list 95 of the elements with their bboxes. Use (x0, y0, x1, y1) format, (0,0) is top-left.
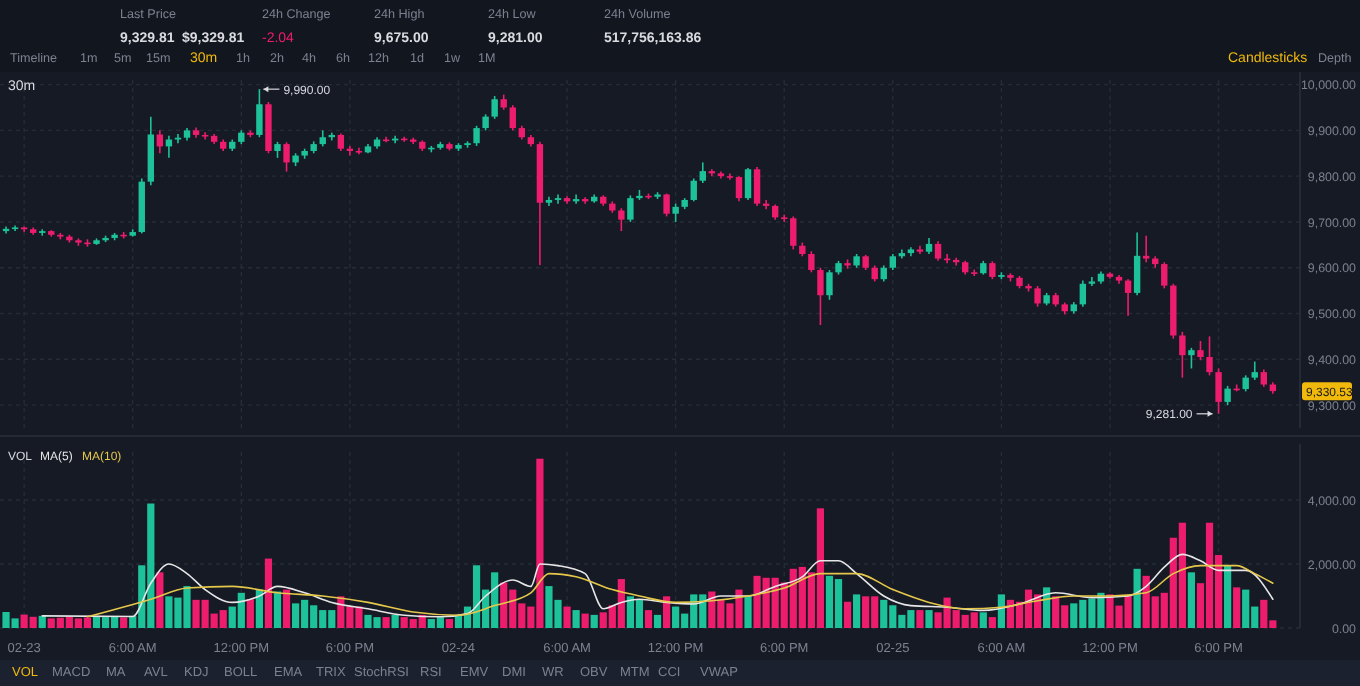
bar (29, 616, 37, 628)
bar (572, 610, 580, 628)
bar (92, 616, 101, 628)
bar (1070, 603, 1078, 628)
candlestick (1034, 285, 1041, 308)
bar (653, 614, 662, 628)
bar (1242, 589, 1250, 628)
bar (264, 558, 273, 628)
bar (744, 596, 752, 628)
candlestick (1188, 347, 1195, 370)
bar (38, 615, 46, 628)
candlestick (1206, 335, 1213, 377)
bar (255, 589, 263, 628)
candlestick (147, 115, 155, 187)
bar (83, 617, 92, 628)
candlestick (1224, 385, 1231, 406)
bar (382, 617, 390, 628)
candlestick (265, 101, 272, 155)
candlestick (256, 88, 263, 139)
candlestick (1251, 360, 1258, 381)
candlestick (817, 266, 824, 326)
bar (500, 582, 508, 628)
bar (1133, 568, 1141, 628)
bar (1006, 599, 1015, 628)
bar (644, 610, 653, 628)
bar (282, 589, 291, 628)
bar (617, 579, 625, 628)
bar (391, 614, 399, 628)
bar (1043, 587, 1051, 628)
candlestick (509, 104, 516, 132)
candlestick (174, 133, 182, 144)
candlestick (1133, 231, 1141, 297)
candlestick (735, 175, 743, 203)
candlestick (1197, 340, 1204, 362)
candlestick (1142, 234, 1150, 264)
candlestick (201, 131, 209, 141)
candlestick (1079, 279, 1087, 308)
candlestick (156, 129, 164, 155)
bar (925, 610, 933, 628)
bar (590, 614, 598, 628)
candlestick (753, 166, 761, 207)
candlestick (283, 141, 290, 173)
candlestick (744, 167, 752, 201)
candlestick (1124, 278, 1132, 317)
bar (581, 613, 589, 628)
bar (979, 612, 987, 628)
candlestick (554, 193, 562, 205)
candlestick (808, 250, 815, 274)
bar (997, 594, 1005, 628)
bar (120, 617, 128, 628)
bar (445, 619, 454, 628)
bar (970, 612, 978, 628)
bar (672, 606, 680, 628)
bar (291, 603, 300, 628)
bar (635, 599, 644, 628)
bar (843, 601, 852, 628)
bar (436, 617, 444, 628)
bar (880, 599, 888, 628)
candlestick (672, 202, 679, 223)
bar (246, 599, 254, 628)
bar (825, 575, 834, 628)
bar (916, 610, 924, 628)
bar (273, 591, 282, 628)
candlestick (1179, 331, 1186, 379)
bar (816, 508, 825, 628)
candlestick (1215, 367, 1222, 415)
bar (1052, 596, 1060, 628)
candlestick (690, 177, 697, 203)
candlestick (618, 207, 625, 232)
candlestick (1161, 261, 1168, 290)
candlestick (491, 95, 498, 120)
candlestick (473, 124, 480, 147)
candlestick (934, 240, 942, 262)
bar (219, 610, 227, 628)
candlestick (826, 269, 833, 301)
bar (988, 617, 996, 628)
bar (74, 618, 83, 628)
bar (662, 596, 671, 628)
bar (862, 596, 870, 628)
bar (1187, 572, 1196, 628)
bar (563, 606, 571, 628)
bar (156, 572, 164, 628)
bar (853, 594, 861, 628)
bar (1233, 587, 1241, 628)
bar (834, 579, 843, 628)
bar (1224, 565, 1232, 628)
candlestick (627, 194, 634, 223)
bar (1205, 522, 1214, 628)
candlestick (699, 161, 706, 184)
candlestick (39, 228, 46, 237)
bar (472, 565, 481, 628)
bar (101, 617, 110, 628)
bar (237, 592, 245, 628)
bar (1260, 599, 1268, 628)
bar (1178, 522, 1186, 628)
